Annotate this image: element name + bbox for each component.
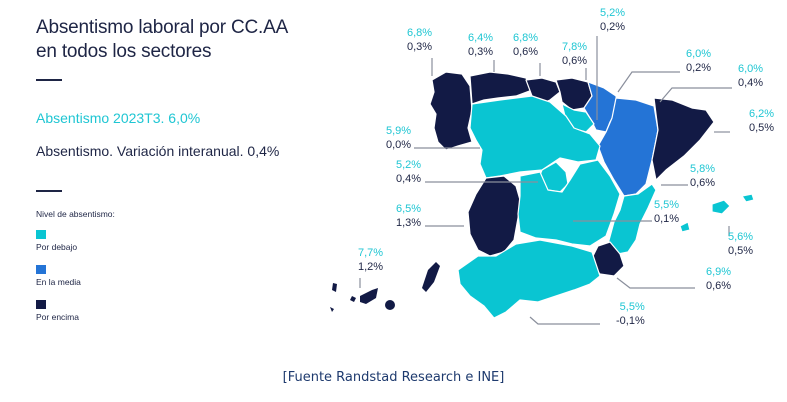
label-madrid: 5,2% 0,4%	[396, 159, 422, 185]
label-valencia: 5,8% 0,6%	[690, 163, 716, 189]
region-asturias	[469, 71, 533, 105]
label-galicia: 6,8% 0,3%	[407, 27, 433, 53]
variacion-interanual: Absentismo. Variación interanual. 0,4%	[36, 143, 280, 159]
region-extremadura	[467, 175, 521, 257]
legend-item-average: En la media	[36, 265, 81, 287]
legend-label: En la media	[36, 277, 81, 287]
region-cataluna	[651, 97, 715, 181]
region-galicia	[429, 71, 473, 151]
title-line-1: Absentismo laboral por CC.AA	[36, 17, 289, 38]
legend-title: Nivel de absentismo:	[36, 209, 115, 219]
label-murcia: 6,9% 0,6%	[706, 266, 732, 292]
region-baleares-ibiza	[679, 221, 691, 233]
leader-lines	[359, 36, 732, 325]
label-aragon: 6,0% 0,4%	[738, 63, 764, 89]
region-baleares-menorca	[741, 193, 755, 203]
label-cataluna: 6,2% 0,5%	[749, 108, 775, 134]
label-cantabria: 6,8% 0,6%	[513, 32, 539, 58]
label-pais-vasco: 7,8% 0,6%	[562, 41, 588, 67]
label-castilla-mancha: 5,5% 0,1%	[654, 199, 680, 225]
label-navarra: 6,0% 0,2%	[686, 48, 712, 74]
legend-item-above: Por encima	[36, 300, 79, 322]
label-la-rioja: 5,2% 0,2%	[600, 7, 626, 33]
legend-swatch-below	[36, 230, 46, 239]
label-andalucia: 5,5% -0,1%	[616, 301, 645, 327]
legend-swatch-above	[36, 300, 46, 309]
divider	[36, 190, 62, 192]
region-castilla-mancha	[517, 159, 621, 247]
region-andalucia	[457, 239, 601, 319]
title-line-2: en todos los sectores	[36, 41, 212, 62]
label-baleares: 5,6% 0,5%	[728, 231, 754, 257]
label-canarias: 7,7% 1,2%	[358, 247, 384, 273]
label-asturias: 6,4% 0,3%	[468, 32, 494, 58]
legend-label: Por encima	[36, 312, 79, 322]
region-canarias	[330, 262, 440, 312]
label-castilla-leon: 5,9% 0,0%	[386, 125, 412, 151]
region-valencia	[607, 183, 657, 255]
region-castilla-leon	[469, 95, 601, 179]
source-caption: [Fuente Randstad Research e INE]	[282, 370, 505, 385]
legend-label: Por debajo	[36, 242, 78, 252]
page-title: Absentismo laboral por CC.AA en todos lo…	[36, 16, 336, 64]
region-baleares-mallorca	[711, 199, 731, 215]
absentismo-total: Absentismo 2023T3. 6,0%	[36, 110, 201, 126]
divider	[36, 79, 62, 81]
legend-item-below: Por debajo	[36, 230, 77, 252]
label-extremadura: 6,5% 1,3%	[396, 203, 422, 229]
legend-swatch-average	[36, 265, 46, 274]
